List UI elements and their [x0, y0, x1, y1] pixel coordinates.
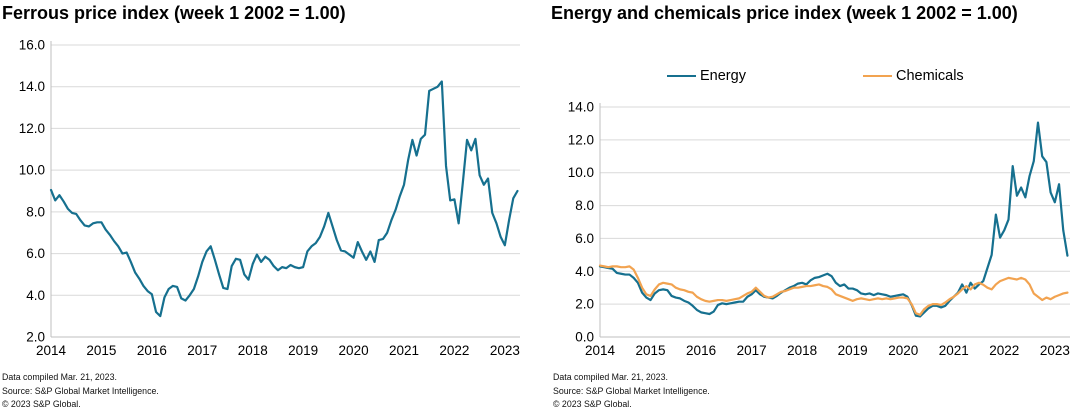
svg-text:10.0: 10.0	[19, 163, 45, 178]
svg-text:6.0: 6.0	[26, 246, 45, 261]
footnote-compiled: Data compiled Mar. 21, 2023.	[2, 372, 117, 382]
energy-chemicals-chart-panel: Energy and chemicals price index (week 1…	[542, 0, 1084, 416]
svg-text:2019: 2019	[288, 343, 318, 358]
svg-text:14.0: 14.0	[19, 79, 45, 94]
svg-text:2015: 2015	[636, 343, 666, 358]
footnote-source: Source: S&P Global Market Intelligence.	[553, 385, 710, 396]
footnote-copyright: © 2023 S&P Global.	[2, 399, 81, 410]
chart-legend: Energy Chemicals	[542, 66, 1084, 86]
svg-text:0.0: 0.0	[575, 330, 594, 345]
legend-item-energy: Energy	[667, 66, 746, 86]
svg-text:2014: 2014	[36, 343, 67, 358]
svg-text:2021: 2021	[939, 343, 969, 358]
svg-text:2.0: 2.0	[575, 297, 594, 312]
ferrous-chart-title: Ferrous price index (week 1 2002 = 1.00)	[2, 3, 346, 23]
svg-text:2020: 2020	[888, 343, 918, 358]
svg-text:2016: 2016	[137, 343, 167, 358]
legend-label-chemicals: Chemicals	[896, 68, 964, 84]
svg-text:2017: 2017	[187, 343, 217, 358]
ferrous-footnotes: Data compiled Mar. 21, 2023. Source: S&P…	[2, 371, 159, 412]
energy-chemicals-chart-title: Energy and chemicals price index (week 1…	[551, 3, 1018, 23]
svg-text:4.0: 4.0	[575, 264, 594, 279]
footnote-copyright: © 2023 S&P Global.	[553, 399, 632, 410]
svg-text:2017: 2017	[737, 343, 767, 358]
svg-text:4.0: 4.0	[26, 288, 45, 303]
svg-text:2016: 2016	[686, 343, 716, 358]
legend-label-energy: Energy	[700, 68, 746, 84]
svg-text:2023: 2023	[1040, 343, 1070, 358]
footnote-source: Source: S&P Global Market Intelligence.	[2, 385, 159, 396]
footnote-compiled: Data compiled Mar. 21, 2023.	[553, 372, 668, 382]
svg-text:2015: 2015	[86, 343, 116, 358]
svg-text:2023: 2023	[490, 343, 520, 358]
svg-text:2018: 2018	[787, 343, 817, 358]
legend-item-chemicals: Chemicals	[863, 66, 964, 86]
svg-text:12.0: 12.0	[568, 132, 594, 147]
energy-chemicals-footnotes: Data compiled Mar. 21, 2023. Source: S&P…	[553, 371, 710, 412]
energy-line-swatch	[667, 74, 696, 78]
svg-text:2014: 2014	[585, 343, 616, 358]
svg-text:2019: 2019	[838, 343, 868, 358]
svg-text:8.0: 8.0	[26, 204, 45, 219]
ferrous-chart-panel: Ferrous price index (week 1 2002 = 1.00)…	[2, 3, 520, 412]
svg-text:8.0: 8.0	[575, 198, 594, 213]
svg-text:16.0: 16.0	[19, 38, 45, 53]
svg-text:2022: 2022	[439, 343, 469, 358]
svg-text:2.0: 2.0	[26, 330, 45, 345]
svg-text:12.0: 12.0	[19, 121, 45, 136]
svg-text:2022: 2022	[989, 343, 1019, 358]
svg-text:10.0: 10.0	[568, 165, 594, 180]
svg-text:14.0: 14.0	[568, 100, 594, 115]
svg-text:2021: 2021	[389, 343, 419, 358]
chemicals-line-swatch	[863, 74, 892, 78]
svg-text:6.0: 6.0	[575, 231, 594, 246]
svg-text:2018: 2018	[238, 343, 268, 358]
svg-text:2020: 2020	[339, 343, 369, 358]
